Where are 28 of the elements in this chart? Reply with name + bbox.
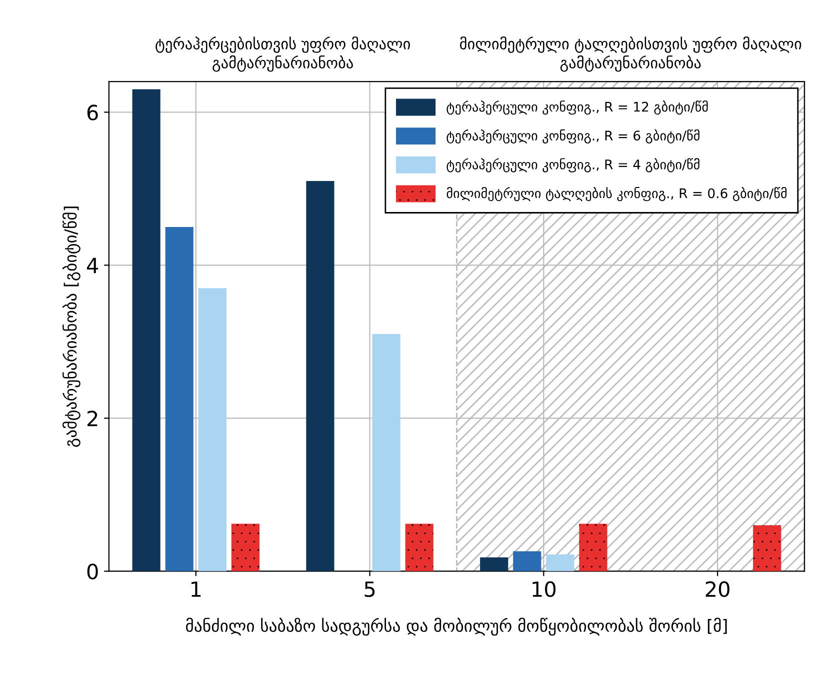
legend-label: ტერაჰერცული კონფიგ., R = 6 გბიტი/წმ (446, 129, 700, 144)
x-tick-label: 1 (192, 582, 201, 597)
bar (480, 557, 508, 572)
bar (405, 524, 434, 572)
bar (579, 524, 608, 572)
bar (546, 554, 574, 572)
bar (165, 226, 194, 572)
y-tick-label: 0 (87, 564, 98, 580)
x-tick-label: 20 (706, 581, 730, 598)
x-tick-label: 10 (532, 581, 556, 598)
legend-label: ტერაჰერცული კონფიგ., R = 12 გბიტი/წმ (446, 100, 708, 115)
y-tick-label: 2 (87, 410, 98, 426)
y-axis-title: გამტარუნარიანობა [გბიტი/წმ] (62, 206, 80, 447)
band-label: მილიმეტრული ტალღებისთვის უფრო მაღალი გამტარუნარიანობა (460, 36, 802, 72)
y-tick-label: 4 (86, 258, 98, 274)
text: ტერაჰერცებისთვის უფრო მაღალი გამტარუნარიანობა (156, 36, 410, 72)
x-axis-title: მანძილი საბაზო სადგურსა და მობილურ მოწყობილობას შორის [მ] (186, 618, 727, 636)
bar (372, 334, 400, 572)
y-tick-label: 6 (87, 104, 98, 120)
bar (753, 525, 782, 572)
bar (132, 89, 160, 572)
bar (513, 551, 542, 572)
legend-label: მილიმეტრული ტალღების კონფიგ., R = 0.6 გბიტი/წმ (446, 186, 786, 202)
bar (231, 524, 260, 572)
bar (306, 181, 334, 572)
legend-label: ტერაჰერცული კონფიგ., R = 4 გბიტი/წმ (446, 158, 700, 172)
bar (198, 288, 226, 572)
x-tick-label: 5 (364, 582, 375, 598)
